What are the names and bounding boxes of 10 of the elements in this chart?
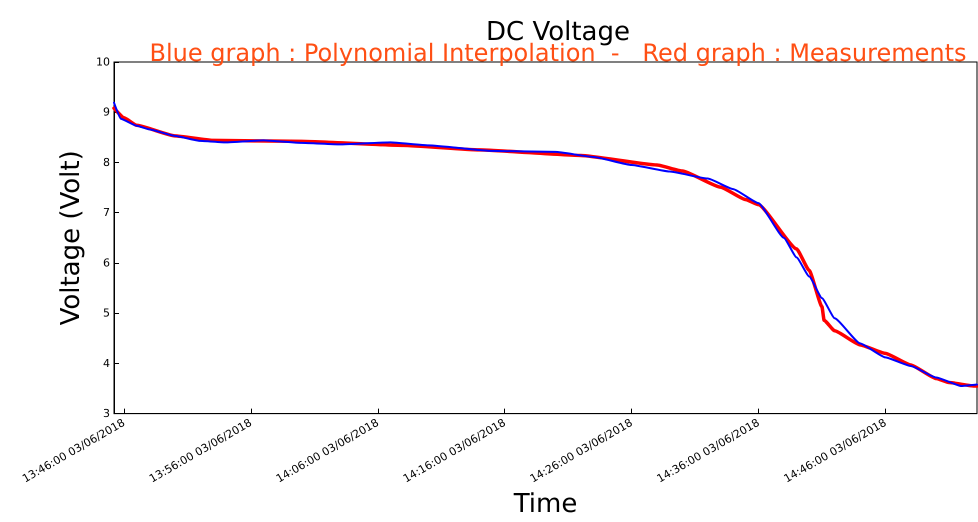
y-tick-label: 7 [103,206,110,220]
y-tick-label: 10 [96,56,110,68]
y-tick-label: 4 [103,356,110,370]
y-tick-label: 5 [103,306,110,320]
y-tick-label: 9 [103,106,110,119]
y-tick-label: 6 [103,256,110,270]
x-axis-title: Time [512,489,578,519]
y-tick-label: 8 [103,156,110,169]
y-tick-label: 3 [103,407,110,420]
y-axis-title: Voltage (Volt) [56,150,86,326]
